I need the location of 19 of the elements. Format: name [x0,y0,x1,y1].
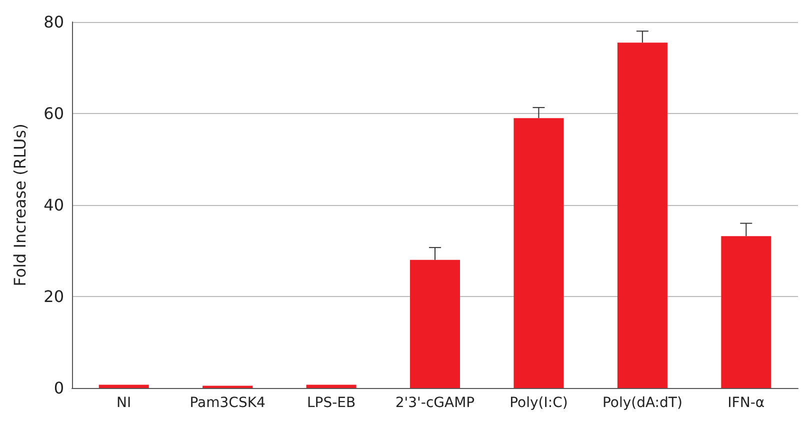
bar [410,260,460,388]
y-tick-label: 80 [44,12,64,32]
x-tick-label: Poly(I:C) [510,395,568,411]
y-axis-title: Fold Increase (RLUs) [10,124,30,286]
bar [306,384,356,388]
y-tick-label: 40 [44,196,64,214]
x-tick-label: LPS-EB [306,395,356,411]
y-tick-label: 20 [44,287,64,306]
x-tick-label: NI [116,395,132,411]
y-tick-label: 0 [54,378,64,398]
bar [721,236,772,388]
bar [98,384,149,388]
bar [617,42,668,388]
x-tick-label: Poly(dA:dT) [602,395,682,411]
bar [514,118,564,388]
y-tick-label: 60 [44,104,64,123]
x-tick-label: IFN-α [728,395,765,411]
x-tick-label: Pam3CSK4 [190,395,266,411]
x-tick-label: 2'3'-cGAMP [395,395,475,411]
